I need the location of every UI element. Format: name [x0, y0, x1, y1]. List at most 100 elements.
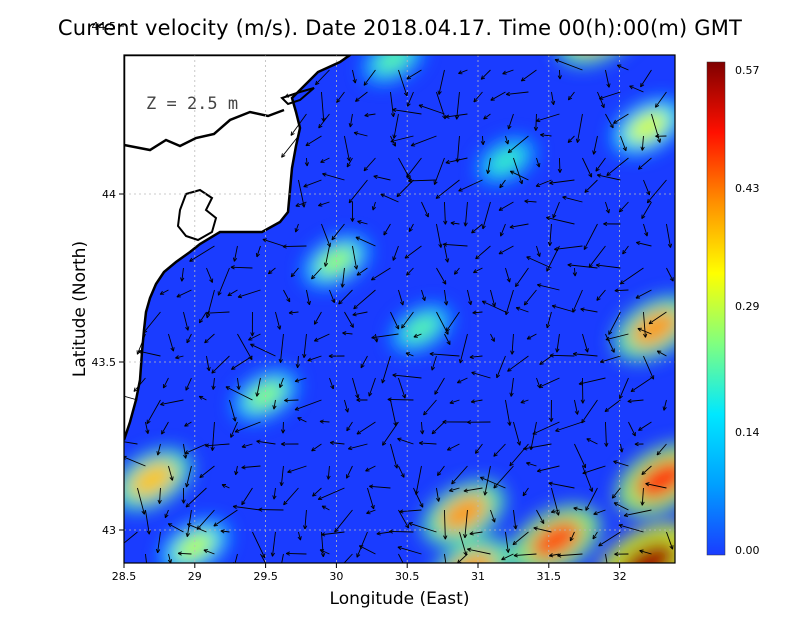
- velocity-arrow: [454, 91, 460, 120]
- velocity-arrow: [303, 509, 308, 530]
- velocity-arrow: [486, 157, 491, 174]
- velocity-arrow: [272, 487, 277, 500]
- velocity-arrow: [536, 465, 560, 473]
- velocity-arrow: [236, 377, 241, 390]
- velocity-arrow: [352, 245, 359, 270]
- velocity-arrow: [305, 135, 322, 147]
- velocity-arrow: [547, 223, 553, 246]
- velocity-hotspot-halo: [266, 0, 350, 12]
- velocity-arrow: [643, 179, 651, 196]
- velocity-arrow: [156, 443, 161, 456]
- velocity-arrow: [539, 355, 552, 365]
- velocity-hotspot: [489, 147, 524, 174]
- velocity-arrow: [206, 310, 230, 316]
- velocity-arrow: [204, 333, 215, 344]
- velocity-arrow: [210, 421, 215, 451]
- y-tick-label: 44.5: [92, 20, 117, 33]
- velocity-arrow: [230, 421, 238, 438]
- velocity-arrow: [643, 223, 649, 237]
- colorbar-tick-label: 0.57: [735, 64, 760, 77]
- velocity-arrow: [315, 69, 330, 86]
- velocity-arrow: [582, 157, 593, 178]
- velocity-arrow: [622, 245, 629, 255]
- velocity-hotspot: [128, 461, 176, 498]
- velocity-arrow: [406, 267, 414, 276]
- velocity-arrow: [446, 443, 460, 451]
- velocity-arrow: [138, 349, 161, 357]
- velocity-arrow: [189, 245, 215, 262]
- x-tick-label: 29: [188, 570, 202, 583]
- velocity-arrow: [213, 509, 238, 527]
- velocity-arrow: [450, 221, 460, 226]
- velocity-arrow: [348, 179, 368, 204]
- velocity-arrow: [509, 223, 529, 229]
- velocity-arrow: [312, 487, 322, 497]
- velocity-arrow: [479, 476, 506, 489]
- velocity-arrow: [606, 157, 629, 177]
- velocity-arrow: [629, 85, 644, 93]
- velocity-arrow: [483, 113, 491, 120]
- velocity-arrow: [311, 443, 322, 452]
- colorbar: [706, 61, 726, 556]
- velocity-arrow: [549, 399, 554, 422]
- velocity-arrow: [282, 244, 307, 249]
- velocity-arrow: [641, 201, 652, 219]
- velocity-arrow: [294, 377, 307, 383]
- velocity-arrow: [352, 311, 368, 317]
- velocity-arrow: [429, 351, 460, 357]
- velocity-arrow: [406, 69, 422, 80]
- colorbar-tick-label: 0.43: [735, 182, 760, 195]
- depth-label: Z = 2.5 m: [146, 94, 238, 114]
- velocity-arrow: [356, 531, 368, 558]
- velocity-arrow: [431, 421, 445, 435]
- velocity-arrow: [536, 509, 545, 525]
- velocity-arrow: [145, 421, 150, 434]
- velocity-arrow: [146, 399, 161, 425]
- velocity-arrow: [198, 311, 207, 324]
- velocity-arrow: [619, 267, 644, 285]
- velocity-arrow: [418, 104, 445, 115]
- velocity-arrow: [232, 504, 261, 511]
- velocity-arrow: [181, 487, 186, 504]
- velocity-arrow: [392, 113, 399, 139]
- velocity-arrow: [124, 441, 138, 445]
- velocity-arrow: [599, 355, 621, 364]
- velocity-arrow: [145, 509, 151, 535]
- velocity-arrow: [184, 421, 192, 427]
- velocity-arrow: [217, 267, 230, 296]
- velocity-arrow: [555, 333, 560, 353]
- velocity-hotspot: [403, 314, 440, 343]
- velocity-arrow: [618, 377, 629, 399]
- velocity-arrow: [234, 465, 239, 476]
- velocity-arrow: [294, 399, 322, 411]
- velocity-arrow: [490, 509, 496, 523]
- velocity-arrow: [297, 531, 302, 541]
- velocity-arrow: [279, 465, 284, 487]
- velocity-arrow: [567, 262, 598, 269]
- velocity-arrow: [666, 267, 674, 282]
- velocity-arrow: [401, 311, 414, 329]
- velocity-arrow: [515, 267, 529, 288]
- colorbar-ticks: 0.00 0.14 0.29 0.43 0.57: [735, 64, 760, 557]
- velocity-arrow: [295, 201, 307, 207]
- velocity-arrow: [442, 242, 468, 247]
- velocity-arrow: [342, 331, 353, 336]
- velocity-arrow: [598, 531, 621, 547]
- velocity-arrow: [343, 553, 353, 563]
- velocity-arrow: [463, 487, 483, 493]
- velocity-arrow: [490, 333, 495, 342]
- velocity-arrow: [295, 355, 300, 369]
- velocity-arrow: [549, 353, 575, 358]
- velocity-arrow: [307, 355, 322, 362]
- velocity-arrow: [504, 135, 510, 145]
- velocity-arrow: [509, 377, 514, 397]
- velocity-arrow: [458, 179, 483, 192]
- velocity-arrow: [654, 91, 667, 108]
- velocity-arrow: [256, 439, 276, 445]
- velocity-arrow: [557, 553, 583, 558]
- velocity-arrow: [618, 201, 629, 213]
- velocity-arrow: [241, 487, 253, 506]
- velocity-arrow: [281, 553, 284, 563]
- velocity-arrow: [501, 553, 514, 561]
- velocity-arrow: [285, 551, 307, 556]
